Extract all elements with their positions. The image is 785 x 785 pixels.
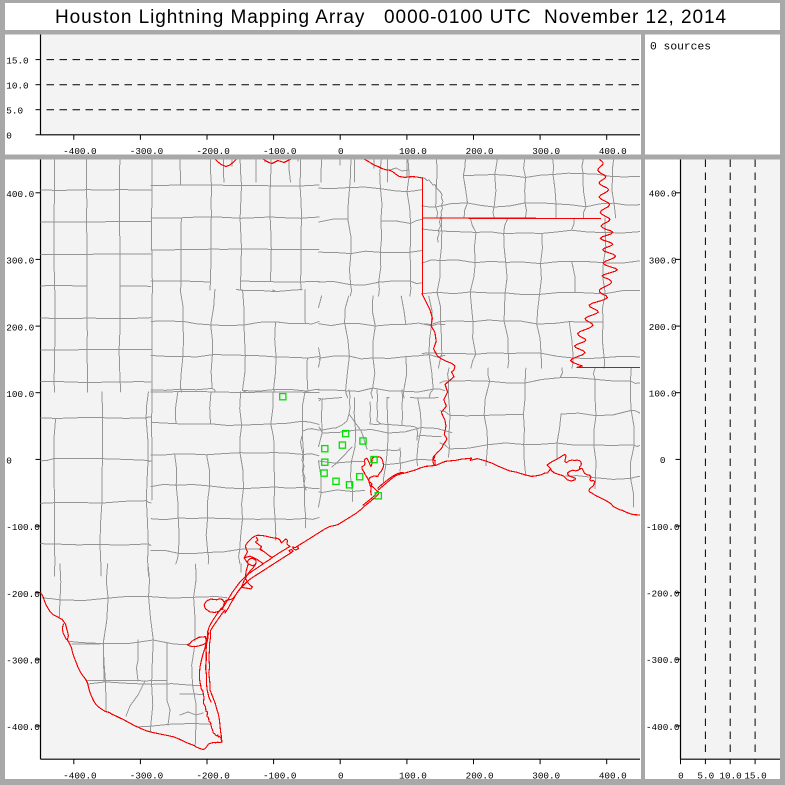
- svg-text:Houston Lightning Mapping Arra: Houston Lightning Mapping Array 0000-010…: [55, 7, 727, 28]
- svg-text:5.0: 5.0: [697, 770, 714, 781]
- svg-text:300.0: 300.0: [532, 770, 560, 781]
- svg-text:300.0: 300.0: [649, 255, 677, 266]
- svg-text:-300.0: -300.0: [646, 655, 679, 666]
- svg-text:10.0: 10.0: [719, 770, 741, 781]
- svg-text:10.0: 10.0: [6, 81, 28, 92]
- svg-text:-300.0: -300.0: [6, 656, 39, 667]
- svg-text:-100.0: -100.0: [646, 522, 679, 533]
- svg-text:-400.0: -400.0: [6, 722, 39, 733]
- svg-text:400.0: 400.0: [599, 770, 627, 781]
- svg-text:15.0: 15.0: [744, 770, 766, 781]
- svg-text:-300.0: -300.0: [130, 146, 163, 157]
- svg-text:100.0: 100.0: [399, 146, 427, 157]
- svg-text:-200.0: -200.0: [646, 589, 679, 600]
- svg-text:100.0: 100.0: [649, 389, 677, 400]
- svg-text:0: 0: [6, 131, 12, 142]
- svg-text:300.0: 300.0: [532, 146, 560, 157]
- svg-text:0: 0: [678, 770, 684, 781]
- svg-text:-200.0: -200.0: [6, 589, 39, 600]
- svg-text:200.0: 200.0: [466, 770, 494, 781]
- svg-text:-100.0: -100.0: [263, 770, 296, 781]
- svg-text:0: 0: [6, 456, 12, 467]
- svg-text:-300.0: -300.0: [130, 770, 163, 781]
- svg-text:-200.0: -200.0: [196, 146, 229, 157]
- svg-text:0: 0: [338, 146, 344, 157]
- svg-text:200.0: 200.0: [649, 322, 677, 333]
- svg-text:-100.0: -100.0: [6, 522, 39, 533]
- svg-text:-400.0: -400.0: [646, 722, 679, 733]
- svg-text:-400.0: -400.0: [63, 770, 96, 781]
- svg-text:400.0: 400.0: [649, 189, 677, 200]
- svg-text:5.0: 5.0: [6, 106, 23, 117]
- svg-text:0: 0: [338, 770, 344, 781]
- svg-text:400.0: 400.0: [599, 146, 627, 157]
- svg-text:100.0: 100.0: [399, 770, 427, 781]
- svg-text:-100.0: -100.0: [263, 146, 296, 157]
- svg-text:200.0: 200.0: [466, 146, 494, 157]
- svg-text:100.0: 100.0: [6, 389, 34, 400]
- svg-text:-200.0: -200.0: [196, 770, 229, 781]
- svg-text:200.0: 200.0: [6, 322, 34, 333]
- svg-text:15.0: 15.0: [6, 56, 28, 67]
- svg-text:300.0: 300.0: [6, 256, 34, 267]
- svg-text:0 sources: 0 sources: [650, 42, 711, 54]
- svg-text:0: 0: [660, 455, 666, 466]
- svg-text:400.0: 400.0: [6, 189, 34, 200]
- svg-text:-400.0: -400.0: [63, 146, 96, 157]
